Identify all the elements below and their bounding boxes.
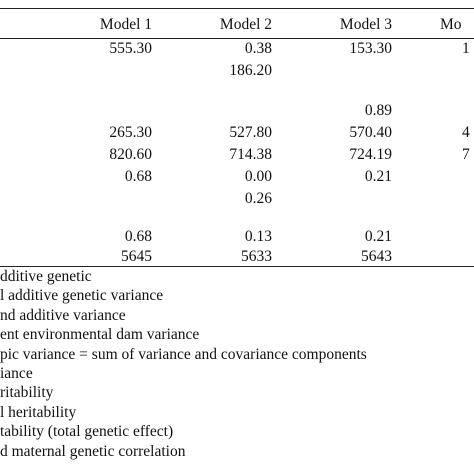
footnote-line: ent environmental dam variance <box>0 326 200 344</box>
table-cell: 724.19 <box>349 146 392 163</box>
table-cell: 1 <box>462 40 470 57</box>
table-cell: 0.00 <box>244 168 272 185</box>
header-rule <box>0 38 474 39</box>
table-cell: 0.68 <box>124 228 152 245</box>
footnote-line: d maternal genetic correlation <box>0 442 186 460</box>
footnote-line: iance <box>0 365 33 382</box>
table-cell: 5633 <box>241 248 272 265</box>
table-cell: 527.80 <box>229 124 272 141</box>
footnote-line: pic variance = sum of variance and covar… <box>0 345 367 363</box>
table-cell: 153.30 <box>349 40 392 57</box>
table-cell: 5645 <box>121 248 152 265</box>
table-cell: 186.20 <box>229 62 272 79</box>
table-cell: 0.89 <box>364 102 392 119</box>
table-cell: 714.38 <box>229 146 272 163</box>
footnote-line: ritability <box>0 384 54 402</box>
table-bottom-rule <box>0 266 474 267</box>
footnote-line: l additive genetic variance <box>0 287 164 305</box>
table-cell: 4 <box>462 124 470 141</box>
table-cell: 0.68 <box>124 168 152 185</box>
table-cell: 0.38 <box>244 40 272 57</box>
table-cell: 265.30 <box>109 124 152 141</box>
footnote-line: nd additive variance <box>0 306 126 324</box>
footnote-line: l heritability <box>0 403 77 421</box>
table-cell: 570.40 <box>349 124 392 141</box>
table-cell: 0.26 <box>244 190 272 207</box>
header-model-3: Model 3 <box>339 16 392 33</box>
header-model-2: Model 2 <box>219 16 272 33</box>
table-cell: 555.30 <box>109 40 152 57</box>
table-cell: 0.21 <box>364 168 392 185</box>
footnote-line: tability (total genetic effect) <box>0 423 174 441</box>
table-cell: 0.13 <box>244 228 272 245</box>
header-model-4: Mo <box>440 16 462 33</box>
table-cell: 5643 <box>361 248 392 265</box>
table-top-rule <box>0 8 474 9</box>
footnote-line: dditive genetic <box>0 268 92 285</box>
table-cell: 0.21 <box>364 228 392 245</box>
header-model-1: Model 1 <box>99 16 152 33</box>
table-cell: 7 <box>462 146 470 163</box>
table-cell: 820.60 <box>109 146 152 163</box>
